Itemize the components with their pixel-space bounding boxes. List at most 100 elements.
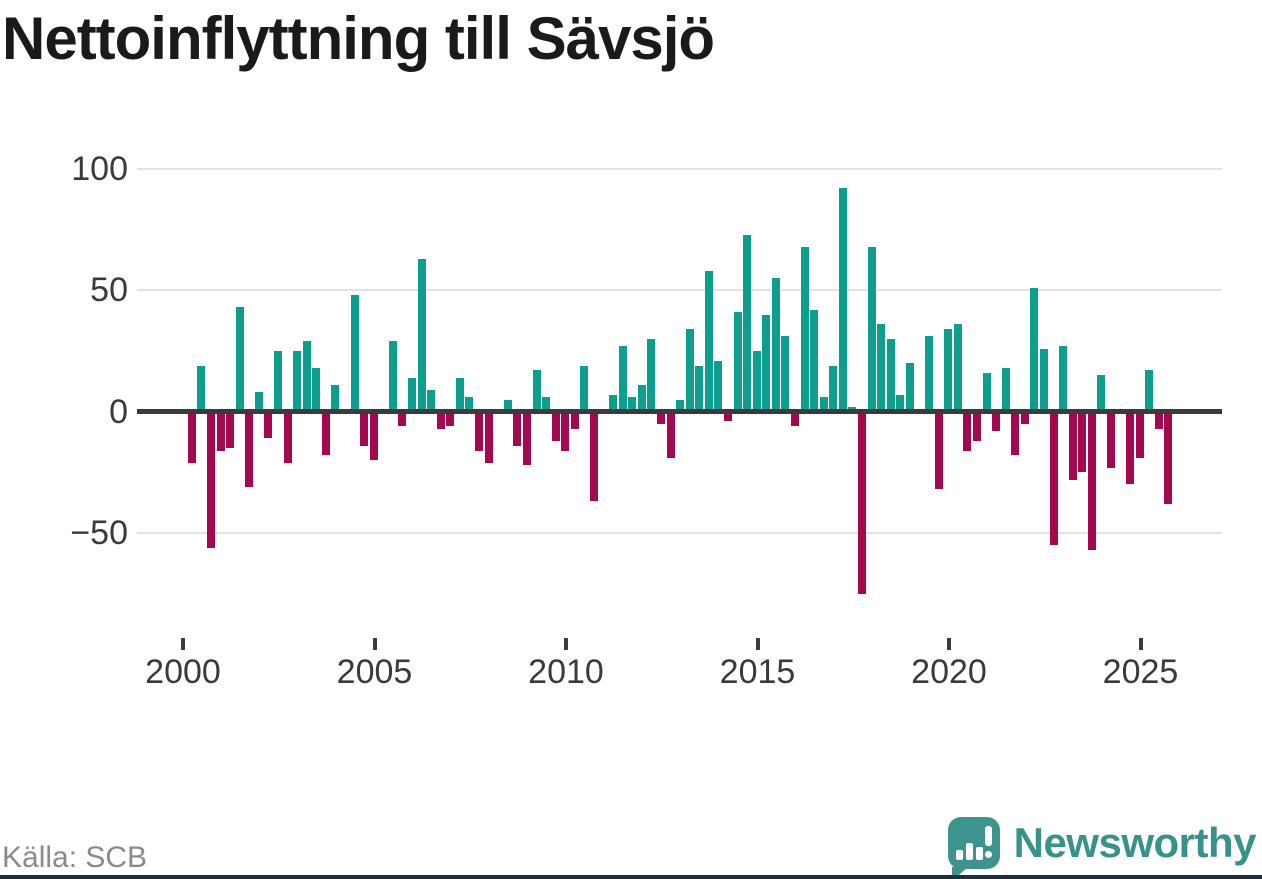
x-axis-tick-label: 2010 [528,653,604,691]
logo-mini-bar [955,850,963,860]
bar-2023q4 [1097,375,1106,412]
chart-title: Nettoinflyttning till Sävsjö [2,5,715,72]
bar-2018q2 [886,338,895,412]
bar-2021q1 [992,411,1001,432]
bar-2014q3 [743,234,752,412]
bar-2013q4 [714,360,723,412]
bar-2018q4 [905,363,914,412]
x-axis-tick-mark [372,638,377,650]
bar-2024q3 [1126,411,1135,485]
gridline [137,532,1222,535]
bar-2018q3 [896,394,905,412]
bar-2025q3 [1164,411,1173,504]
bar-2004q2 [350,295,359,412]
bar-2003q4 [331,385,340,412]
bar-2016q3 [819,397,828,412]
bar-2011q2 [618,346,627,412]
bar-2006q3 [436,411,445,429]
bar-2009q3 [551,411,560,441]
bar-2011q1 [609,394,618,412]
bar-2019q2 [925,336,934,412]
logo-mini-bar [965,843,973,860]
bar-2020q1 [953,324,962,412]
bar-2003q2 [312,368,321,412]
bar-2009q2 [542,397,551,412]
bar-2009q4 [561,411,570,451]
bar-2016q2 [810,309,819,412]
bar-2000q1 [187,411,196,463]
gridline [137,289,1222,292]
bar-2007q4 [484,411,493,463]
bar-2008q4 [522,411,531,466]
bar-2023q2 [1078,411,1087,473]
x-axis-tick-mark [564,638,568,650]
bar-2000q3 [206,411,215,548]
bar-2007q1 [455,377,464,412]
logo-mini-bar [975,847,983,860]
y-axis-tick-label: 0 [109,392,128,431]
newsworthy-speech-bubble-chart-icon [947,817,1000,879]
bar-2004q3 [360,411,369,446]
bar-2000q4 [216,411,225,451]
bar-2013q1 [685,329,694,412]
bar-2019q3 [934,411,943,490]
x-axis-tick-label: 2020 [911,653,987,691]
bar-2000q2 [197,365,206,412]
bar-2017q4 [867,246,876,412]
x-axis-tick-label: 2015 [719,653,796,691]
bar-2013q2 [695,365,704,412]
bar-2020q2 [963,411,972,451]
bar-2021q3 [1011,411,1020,456]
x-axis-tick-label: 2005 [336,653,413,691]
bar-2015q4 [791,411,800,427]
bar-2019q4 [944,329,953,412]
bar-2018q1 [877,324,886,412]
bar-2001q2 [235,307,244,412]
bar-2024q4 [1135,411,1144,458]
gridline [137,168,1222,170]
bar-2002q3 [283,411,292,463]
y-axis-tick-label: 50 [90,271,128,310]
bar-2001q3 [245,411,254,487]
bar-2006q4 [446,411,455,427]
bar-2021q4 [1020,411,1029,424]
bar-2011q4 [637,385,646,412]
bar-2021q2 [1001,368,1010,412]
bar-2001q4 [254,392,263,412]
bar-2017q1 [838,188,847,412]
x-axis-tick-label: 2025 [1102,653,1179,691]
bar-2001q1 [226,411,235,449]
bar-2002q4 [293,351,302,412]
x-axis-zero-line [137,409,1222,415]
x-axis-tick-mark [181,638,185,650]
bar-2010q2 [580,365,589,412]
bar-2005q4 [408,377,417,412]
bar-2022q2 [1039,348,1048,412]
bar-2016q1 [800,246,809,412]
y-axis-tick-label: −50 [70,514,128,553]
bar-2007q2 [465,397,474,412]
bar-2010q1 [570,411,579,429]
bar-2012q2 [656,411,665,424]
bar-2023q3 [1087,411,1096,551]
bar-2012q4 [676,399,685,412]
bar-2004q4 [369,411,378,461]
bar-2015q2 [771,278,780,412]
bar-2008q2 [503,399,512,412]
bar-2020q4 [982,372,991,412]
footer-accent-bar [0,875,1262,879]
bar-2017q3 [858,411,867,594]
bar-2009q1 [532,370,541,412]
bar-2005q2 [388,341,397,412]
bar-2005q3 [398,411,407,427]
bar-2023q1 [1068,411,1077,480]
bar-2006q2 [427,389,436,412]
bar-2022q1 [1030,287,1039,412]
bar-2008q3 [513,411,522,446]
bar-2016q4 [829,365,838,412]
x-axis-tick-mark [1138,638,1143,650]
y-axis-tick-label: 100 [71,150,128,188]
bar-2013q3 [704,270,713,412]
bar-2012q1 [647,338,656,412]
